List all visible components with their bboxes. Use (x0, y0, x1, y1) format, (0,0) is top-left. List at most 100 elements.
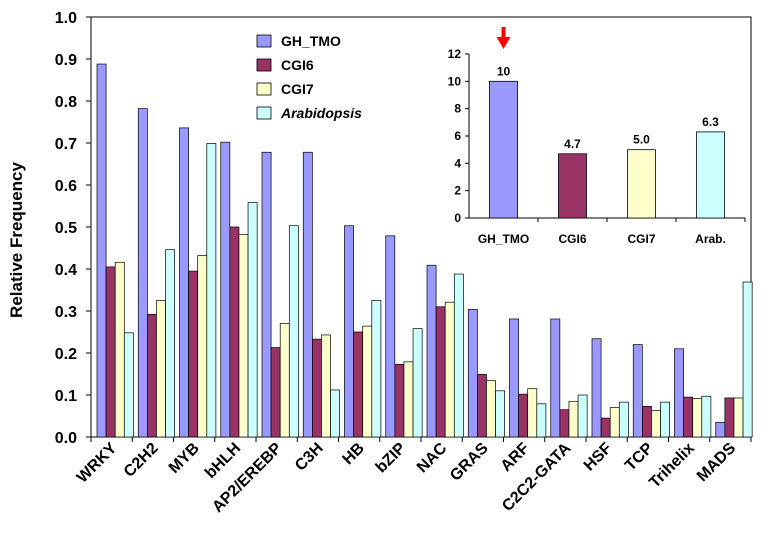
legend-swatch-cgi6 (256, 58, 272, 72)
y-tick-label: 0.0 (55, 430, 77, 447)
bar-cgi6 (394, 363, 405, 438)
x-category-label: Trihelix (646, 440, 698, 492)
bar-cgi7 (527, 388, 538, 438)
bar-arabidopsis (618, 401, 629, 438)
bar-cgi6 (147, 314, 157, 438)
inset-bar (558, 153, 587, 219)
x-category-label: NAC (414, 439, 451, 476)
x-category-label: HSF (581, 440, 616, 475)
bar-cgi6 (518, 393, 529, 438)
legend-swatch-gh_tmo (256, 34, 272, 48)
x-category-label: WRKY (74, 440, 121, 487)
inset-category-label: CGI7 (627, 232, 655, 246)
bar-cgi6 (105, 266, 116, 438)
y-tick-label: 0.6 (55, 178, 77, 195)
bar-cgi6 (724, 397, 735, 438)
y-tick-label: 0.2 (55, 346, 77, 363)
bar-arabidopsis (371, 300, 382, 438)
legend-label-arabidopsis: Arabidopsis (280, 105, 362, 121)
inset-category-label: GH_TMO (478, 232, 529, 246)
y-axis-label: Relative Frequency (7, 162, 26, 318)
bar-cgi7 (609, 407, 620, 438)
inset-bar (696, 131, 725, 219)
bar-arabidopsis (577, 394, 588, 438)
bar-gh_tmo (96, 63, 107, 438)
inset-y-tick-label: 8 (454, 102, 461, 116)
bar-cgi6 (188, 270, 199, 438)
inset-bar (489, 80, 518, 219)
inset-y-tick-label: 4 (454, 156, 461, 170)
bar-gh_tmo (302, 151, 313, 438)
x-category-label: GRAS (447, 440, 492, 485)
x-category-label: ARF (498, 440, 533, 475)
y-tick-label: 0.9 (55, 52, 77, 69)
inset-y-tick-label: 12 (448, 47, 462, 61)
bar-cgi6 (559, 409, 570, 438)
inset-data-label: 5.0 (633, 133, 650, 147)
inset-data-label: 10 (497, 64, 511, 78)
legend-label-gh_tmo: GH_TMO (281, 33, 341, 49)
bar-cgi7 (651, 410, 661, 438)
bar-cgi6 (229, 226, 240, 438)
legend: GH_TMO CGI6 CGI7 Arabidopsis (256, 33, 362, 121)
bar-arabidopsis (660, 401, 670, 438)
bar-cgi6 (641, 405, 652, 438)
legend-label-cgi6: CGI6 (281, 57, 314, 73)
y-tick-label: 0.7 (55, 136, 77, 153)
red-arrow-icon (496, 37, 511, 49)
bar-cgi7 (114, 261, 125, 438)
legend-swatch-cgi7 (256, 82, 272, 96)
bar-gh_tmo (179, 127, 189, 438)
bar-cgi6 (270, 347, 281, 438)
y-tick-label: 0.8 (55, 94, 77, 111)
x-category-label: MADS (694, 440, 740, 486)
bar-cgi7 (444, 301, 455, 438)
bar-gh_tmo (137, 108, 148, 438)
inset-y-tick-label: 10 (448, 74, 462, 88)
bar-arabidopsis (453, 273, 464, 438)
bar-cgi6 (353, 331, 364, 438)
y-tick-label: 1.0 (55, 10, 77, 27)
legend-swatch-arabidopsis (256, 106, 272, 120)
bar-cgi7 (321, 334, 331, 438)
bar-gh_tmo (591, 338, 602, 438)
bar-cgi7 (733, 397, 744, 438)
bar-arabidopsis (495, 390, 505, 438)
bar-arabidopsis (288, 225, 299, 438)
bar-arabidopsis (206, 143, 217, 438)
bar-cgi6 (600, 417, 611, 438)
bar-gh_tmo (509, 318, 519, 438)
bar-arabidopsis (701, 395, 712, 438)
bar-gh_tmo (385, 235, 396, 438)
x-category-label: MYB (166, 440, 203, 477)
bar-gh_tmo (715, 421, 726, 438)
bar-cgi7 (279, 323, 290, 438)
plot-area (90, 16, 753, 438)
inset-bar (627, 149, 656, 219)
x-category-label: HB (340, 440, 368, 468)
x-category-label: TCP (622, 440, 657, 475)
bar-arabidopsis (247, 202, 258, 438)
bar-arabidopsis (330, 389, 340, 438)
bar-gh_tmo (550, 318, 561, 438)
inset-y-tick-label: 2 (454, 184, 461, 198)
inset-data-label: 4.7 (564, 137, 581, 151)
bar-cgi7 (238, 234, 249, 438)
y-tick-label: 0.5 (55, 220, 77, 237)
inset-y-tick-label: 6 (454, 129, 461, 143)
bar-gh_tmo (261, 151, 272, 438)
y-tick-label: 0.1 (55, 388, 77, 405)
x-category-label: bZIP (373, 440, 410, 477)
inset-category-label: Arab. (695, 232, 726, 246)
bar-cgi7 (486, 380, 496, 438)
bar-cgi7 (568, 400, 579, 438)
bar-cgi6 (683, 396, 694, 438)
bar-arabidopsis (123, 332, 134, 438)
bar-gh_tmo (467, 308, 478, 438)
x-category-label: C2H2 (121, 440, 162, 481)
x-category-label: C3H (292, 440, 327, 475)
y-tick-label: 0.3 (55, 304, 77, 321)
bar-arabidopsis (412, 328, 423, 438)
